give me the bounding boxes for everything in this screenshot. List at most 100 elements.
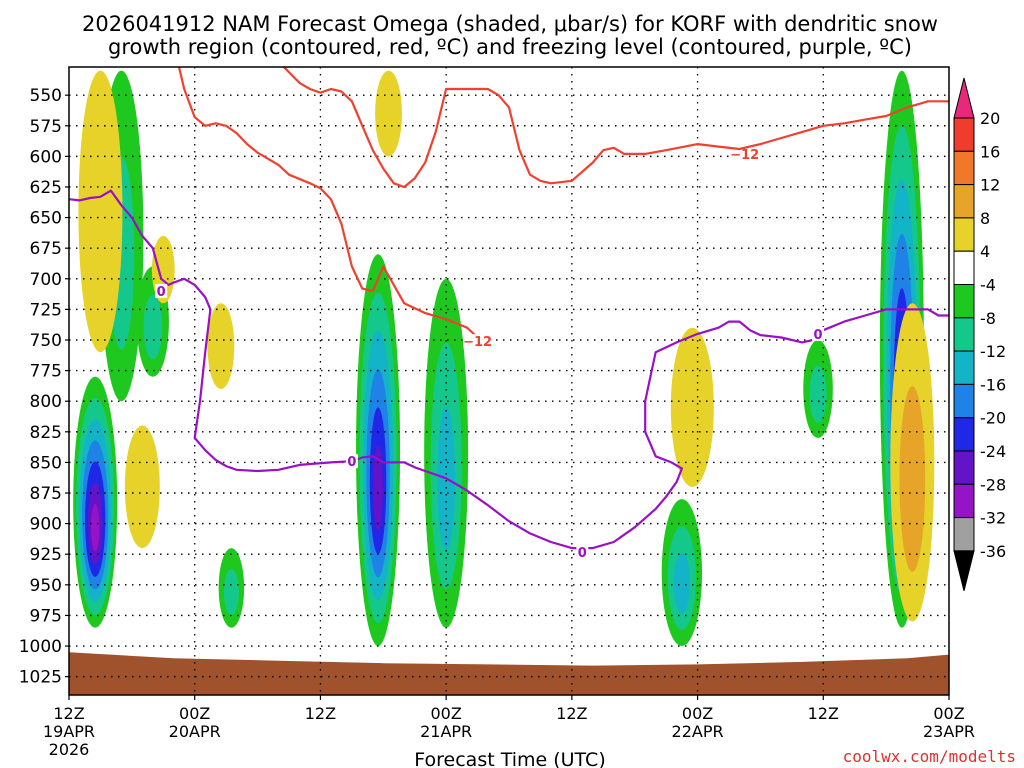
omega-region-12-level-0 [207, 303, 235, 389]
x-tick-date-60: 22APR [672, 722, 724, 741]
colorbar-label-9: -20 [980, 409, 1006, 428]
colorbar-label-1: 16 [980, 142, 1000, 161]
colorbar: 20 16 12 8 4 -4 -8 -12 -16 -20 -24 -28 -32 -36 [953, 77, 1006, 592]
y-tick-label-950: 950 [30, 576, 62, 596]
y-tick-label-625: 625 [30, 178, 62, 198]
y-tick-label-875: 875 [30, 484, 62, 504]
contour-line-1 [283, 67, 949, 189]
y-tick-label-550: 550 [30, 86, 62, 106]
x-tick-label-24: 12Z [305, 704, 336, 723]
y-tick-label-775: 775 [30, 362, 62, 382]
y-tick-label-850: 850 [30, 453, 62, 473]
omega-region-15-level-1 [899, 386, 926, 572]
y-tick-label-700: 700 [30, 270, 62, 290]
contour-label-2-3: 0 [814, 328, 823, 343]
colorbar-label-4: 4 [980, 242, 990, 261]
y-tick-label-750: 750 [30, 331, 62, 351]
y-tick-label-900: 900 [30, 515, 62, 535]
colorbar-label-3: 8 [980, 209, 990, 228]
colorbar-label-2: 12 [980, 176, 1000, 195]
y-tick-label-725: 725 [30, 300, 62, 320]
omega-region-13-level-0 [375, 70, 402, 157]
x-axis-label: Forecast Time (UTC) [414, 749, 605, 768]
omega-region-7-level-1 [809, 365, 827, 423]
y-axis: 550 575 600 625 650 675 700 725 750 775 800 825 850 8… [19, 86, 69, 688]
x-tick-label-84: 00Z [933, 704, 964, 723]
contour-label-bg-1-0 [463, 334, 492, 349]
colorbar-label-11: -28 [980, 475, 1006, 494]
colorbar-bin-6 [953, 284, 975, 319]
y-tick-label-825: 825 [30, 423, 62, 443]
ground-fill [69, 652, 949, 695]
colorbar-bin-5 [953, 250, 975, 285]
colorbar-label-6: -8 [980, 309, 996, 328]
colorbar-bottom-arrow [953, 550, 975, 592]
colorbar-bin-4 [953, 217, 975, 252]
chart-title-line1: 2026041912 NAM Forecast Omega (shaded, μ… [82, 12, 938, 36]
x-tick-label-72: 12Z [808, 704, 839, 723]
x-tick-date-84: 23APR [923, 722, 975, 741]
y-tick-label-650: 650 [30, 209, 62, 229]
colorbar-bin-9 [953, 383, 975, 419]
x-tick-label-0: 12Z [53, 704, 84, 723]
colorbar-label-13: -36 [980, 542, 1006, 561]
x-tick-label-36: 00Z [430, 704, 461, 723]
contour-label-2-1: 0 [347, 455, 356, 470]
colorbar-label-8: -16 [980, 375, 1006, 394]
contour-label-1-0: −12 [463, 335, 492, 350]
contour-lines: −12 −12 0 0 0 0 [69, 67, 949, 561]
omega-region-9-level-0 [78, 70, 123, 353]
y-tick-label-800: 800 [30, 392, 62, 412]
colorbar-label-0: 20 [980, 109, 1000, 128]
colorbar-top-arrow [953, 77, 975, 119]
colorbar-bin-13 [953, 517, 975, 552]
omega-region-2-level-1 [143, 295, 163, 360]
x-tick-date-12: 20APR [169, 722, 221, 741]
contour-label-2-2: 0 [578, 546, 587, 561]
omega-region-3-level-1 [223, 568, 239, 616]
y-tick-label-1025: 1025 [19, 668, 62, 688]
contour-label-0-0: −12 [730, 148, 759, 163]
y-tick-label-675: 675 [30, 239, 62, 259]
x-tick-date-0: 19APR [43, 722, 95, 741]
x-tick-label-60: 00Z [682, 704, 713, 723]
colorbar-bin-12 [953, 483, 975, 519]
x-tick-label-12: 00Z [179, 704, 210, 723]
x-tick-label-48: 12Z [556, 704, 587, 723]
contour-label-bg-2-3 [812, 326, 825, 341]
y-tick-label-1000: 1000 [19, 637, 62, 657]
colorbar-bin-7 [953, 317, 975, 352]
contour-label-bg-2-1 [345, 454, 358, 469]
x-tick-year-0: 2026 [49, 740, 90, 759]
y-tick-label-575: 575 [30, 117, 62, 137]
contour-label-bg-2-2 [576, 544, 589, 559]
contour-line-0 [177, 67, 479, 339]
x-tick-date-36: 21APR [420, 722, 472, 741]
ground-surface [69, 652, 949, 695]
contour-label-bg-2-0 [155, 284, 168, 299]
y-tick-label-975: 975 [30, 606, 62, 626]
colorbar-bin-8 [953, 350, 975, 385]
colorbar-bin-1 [953, 117, 975, 152]
colorbar-label-12: -32 [980, 509, 1006, 528]
colorbar-bin-2 [953, 150, 975, 186]
colorbar-bin-11 [953, 450, 975, 485]
chart-title-line2: growth region (contoured, red, ºC) and f… [108, 35, 912, 59]
colorbar-label-7: -12 [980, 342, 1006, 361]
credit-text: coolwx.com/modelts [843, 747, 1016, 766]
contour-label-bg-0-0 [730, 146, 759, 161]
omega-region-6-level-2 [673, 553, 691, 614]
colorbar-label-10: -24 [980, 442, 1006, 461]
omega-shading [73, 70, 935, 647]
contour-line-2 [69, 189, 949, 550]
colorbar-bin-3 [953, 184, 975, 219]
colorbar-label-5: -4 [980, 276, 996, 295]
y-tick-label-600: 600 [30, 147, 62, 167]
contour-label-2-0: 0 [157, 285, 166, 300]
colorbar-bin-10 [953, 417, 975, 452]
omega-region-10-level-0 [124, 425, 160, 549]
omega-region-0-level-6 [91, 503, 100, 552]
omega-region-4-level-5 [373, 445, 383, 532]
